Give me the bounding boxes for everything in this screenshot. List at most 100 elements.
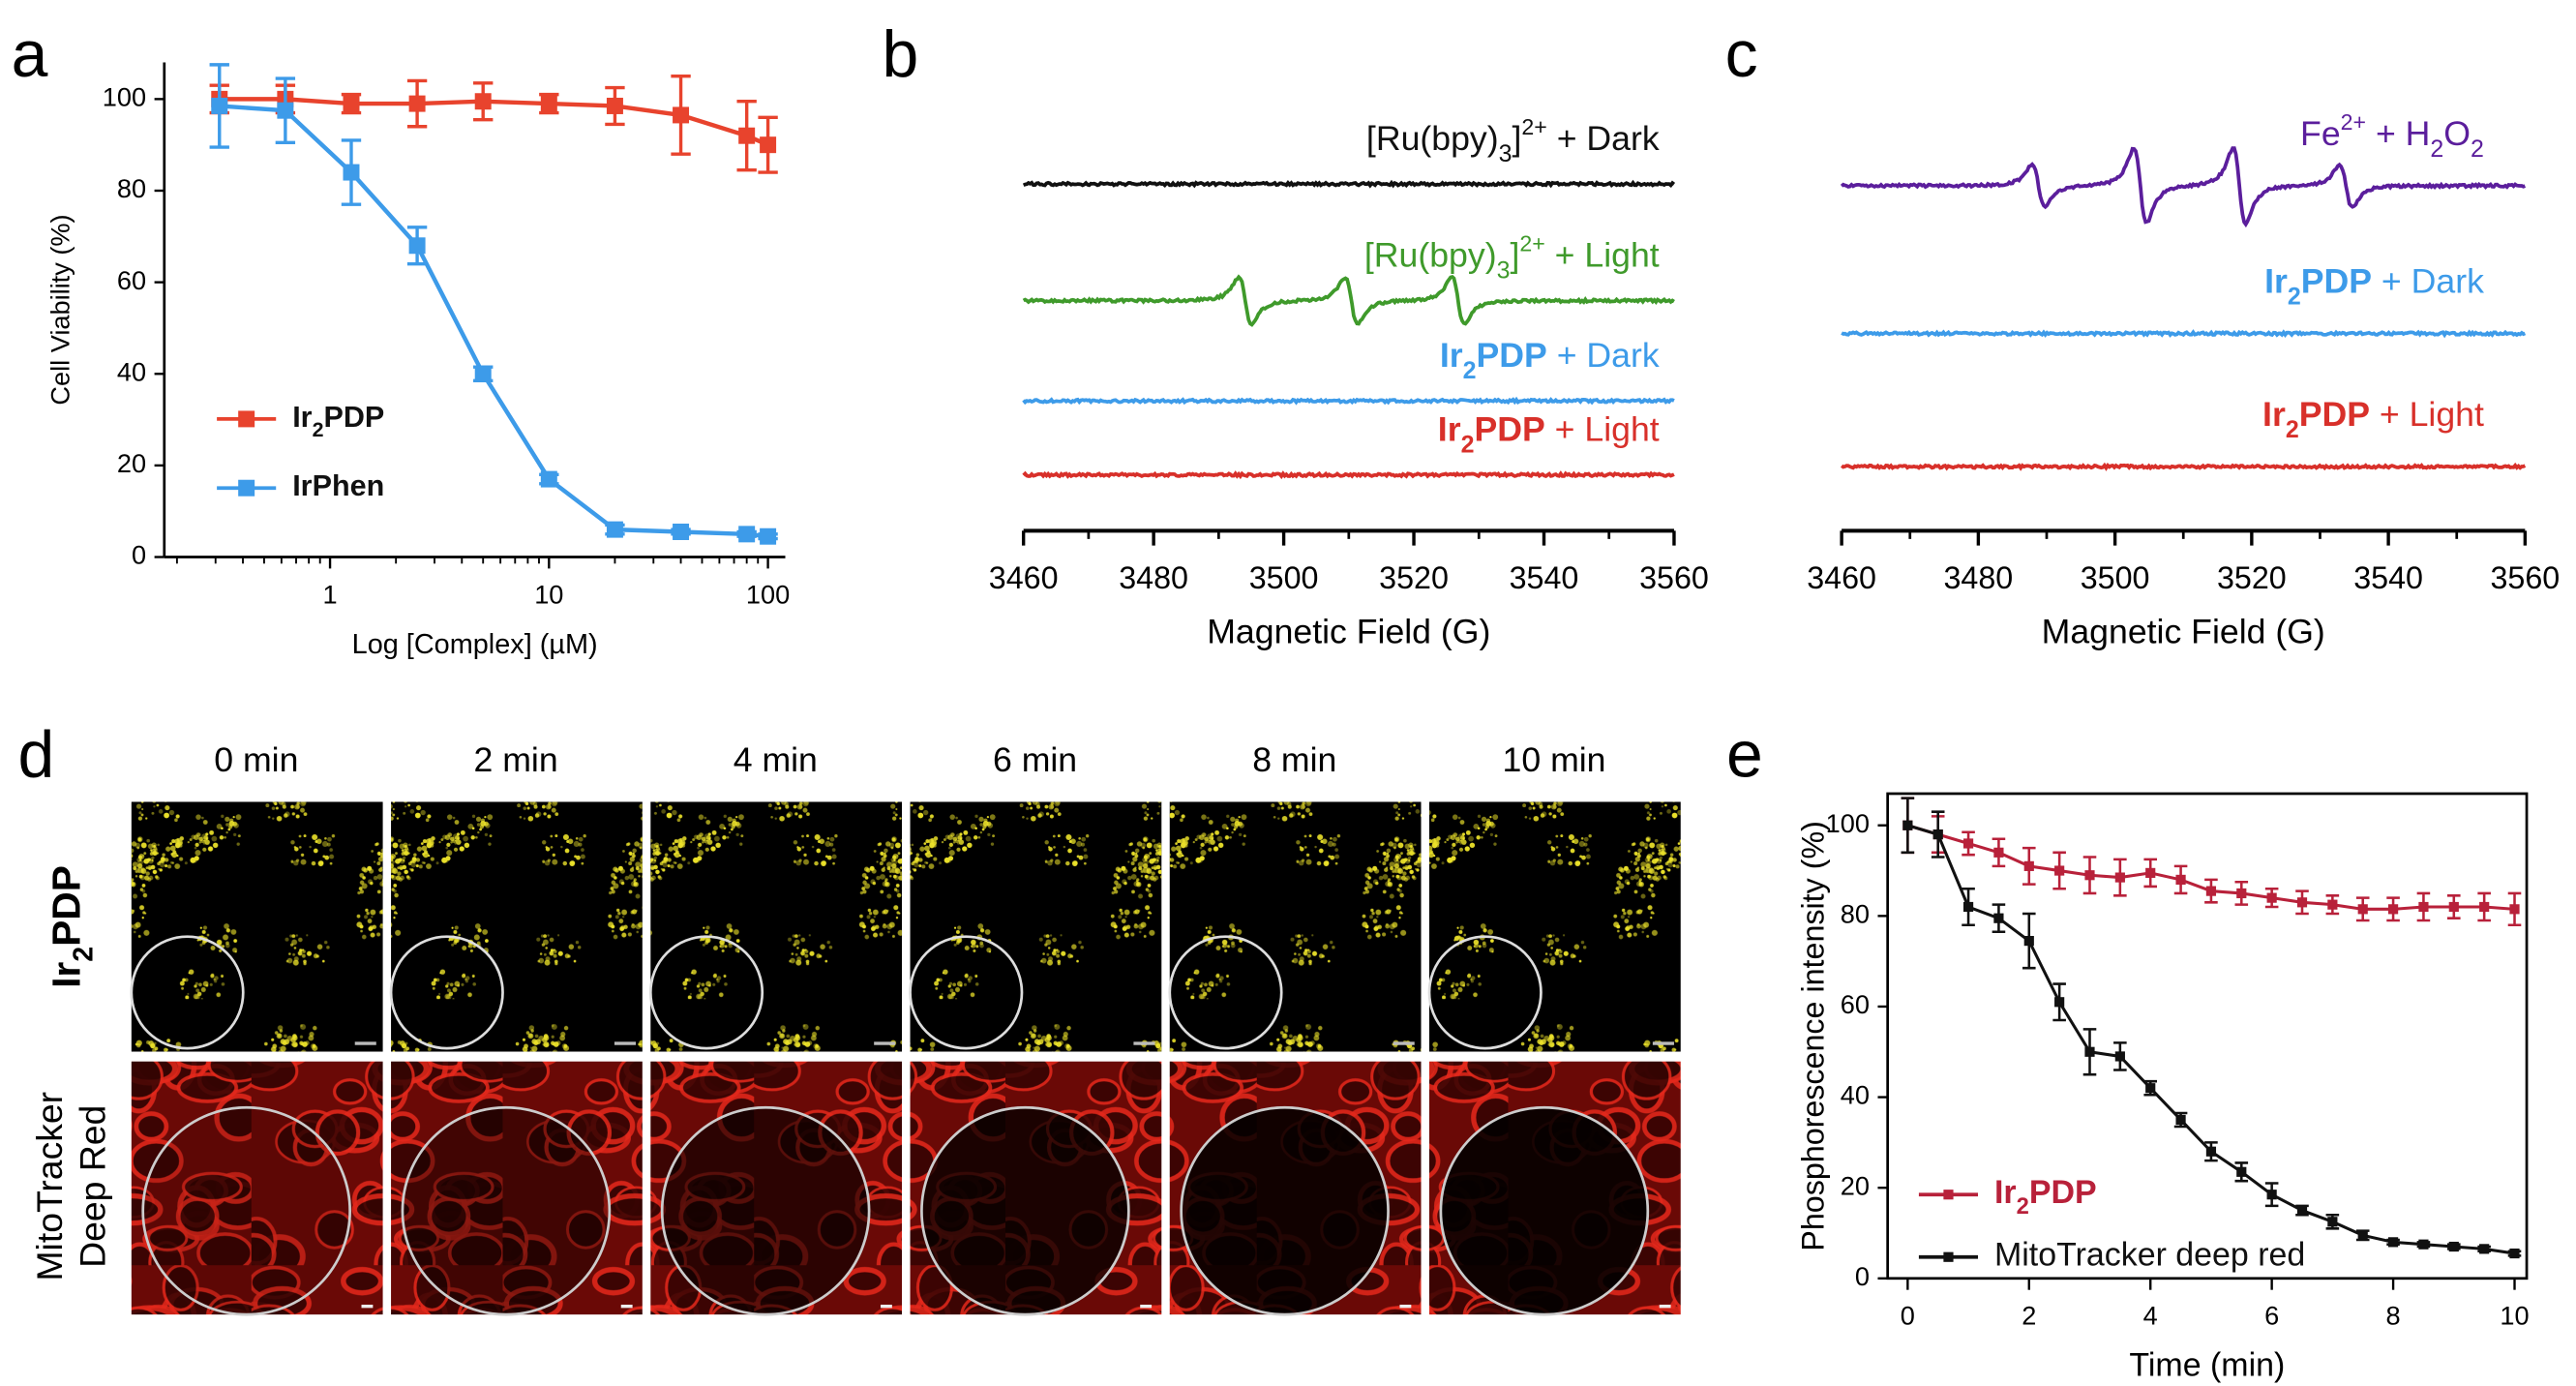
- data-marker: [277, 102, 294, 119]
- text-part: Ir: [292, 401, 312, 434]
- y-tick-label: 80: [1841, 899, 1870, 929]
- data-marker: [2509, 904, 2520, 915]
- text-part: 2: [2017, 1193, 2029, 1220]
- data-marker: [1902, 820, 1913, 830]
- panel-label: a: [12, 18, 48, 91]
- x-tick-label: 3540: [1510, 560, 1579, 595]
- data-marker: [2114, 1051, 2125, 1062]
- data-marker: [2418, 1239, 2429, 1250]
- data-marker: [1932, 829, 1943, 840]
- series-label: [Ru(bpy)3]2+ + Light: [1364, 231, 1660, 284]
- panel-label: b: [882, 18, 918, 91]
- data-marker: [2145, 1083, 2156, 1094]
- x-axis-title: Magnetic Field (G): [1207, 613, 1490, 651]
- x-tick-label: 6: [2264, 1301, 2279, 1331]
- data-marker: [2509, 1248, 2520, 1259]
- roi-circle: [401, 1105, 612, 1316]
- y-tick-label: 20: [117, 448, 146, 478]
- x-tick-label: 1: [323, 579, 338, 609]
- roi-circle: [1427, 935, 1543, 1050]
- x-tick-label: 0: [1901, 1301, 1915, 1331]
- data-marker: [2054, 997, 2065, 1008]
- text-part: ]: [1512, 119, 1521, 158]
- x-tick-label: 3480: [1943, 560, 2013, 595]
- scale-bar: [1659, 1304, 1671, 1309]
- data-marker: [2205, 1146, 2217, 1157]
- scale-bar: [354, 1041, 376, 1045]
- text-part: + Light: [1545, 236, 1660, 275]
- text-part: Ir: [1994, 1174, 2017, 1211]
- scale-bar: [1393, 1041, 1415, 1045]
- series-label: [Ru(bpy)3]2+ + Dark: [1366, 114, 1660, 166]
- text-part: + Dark: [2372, 262, 2484, 301]
- data-marker: [2296, 897, 2308, 908]
- series-line: [219, 97, 769, 147]
- roi-circle: [1439, 1105, 1650, 1316]
- data-marker: [2479, 1244, 2490, 1254]
- time-label: 0 min: [214, 740, 298, 779]
- time-label: 2 min: [474, 740, 558, 779]
- roi-circle: [648, 935, 764, 1050]
- data-marker: [2175, 874, 2186, 886]
- data-marker: [2054, 865, 2065, 876]
- legend-marker: [238, 410, 255, 428]
- time-label: 8 min: [1252, 740, 1336, 779]
- scale-bar: [874, 1041, 896, 1045]
- data-marker: [673, 106, 690, 124]
- x-tick-label: 3480: [1119, 560, 1188, 595]
- data-marker: [606, 97, 623, 114]
- series-label: Ir2PDP + Light: [2262, 396, 2484, 443]
- data-marker: [673, 524, 690, 540]
- text-part: PDP: [44, 865, 88, 947]
- legend-marker: [1943, 1190, 1954, 1200]
- row-label: Ir2PDP: [44, 865, 99, 988]
- scale-bar: [620, 1304, 633, 1309]
- y-axis-title: Cell Viability (%): [45, 214, 75, 405]
- bleach-area: [662, 1107, 870, 1315]
- text-part: 2: [1463, 357, 1477, 384]
- panel-label: d: [17, 718, 54, 791]
- y-tick-label: 60: [117, 265, 146, 295]
- scale-bar: [1652, 1041, 1674, 1045]
- data-marker: [474, 365, 492, 382]
- text-part: ]: [1510, 236, 1519, 275]
- spectrum-trace: [1841, 462, 2527, 471]
- data-marker: [2387, 1237, 2399, 1248]
- data-marker: [2145, 867, 2156, 878]
- legend-label: Ir2PDP: [1994, 1174, 2097, 1220]
- text-part: [Ru(bpy): [1366, 119, 1499, 158]
- data-marker: [2023, 936, 2034, 947]
- data-marker: [738, 526, 756, 543]
- scale-bar: [1399, 1304, 1412, 1309]
- data-marker: [2236, 888, 2247, 899]
- data-marker: [606, 521, 623, 538]
- spectrum-trace: [1840, 146, 2527, 228]
- row-label: Deep Red: [72, 1105, 112, 1268]
- bleach-area: [921, 1107, 1129, 1315]
- scale-bar: [1133, 1041, 1155, 1045]
- roi-circle: [1180, 1105, 1390, 1316]
- panel-label: e: [1726, 718, 1763, 791]
- x-tick-label: 2: [2022, 1301, 2036, 1331]
- data-marker: [2205, 886, 2217, 896]
- text-part: PDP: [2301, 262, 2372, 301]
- text-part: PDP: [1477, 337, 1547, 376]
- roi-circle: [141, 1105, 351, 1316]
- ir-image: [650, 801, 903, 1052]
- data-marker: [408, 237, 426, 255]
- series-label: Ir2PDP + Dark: [2264, 262, 2484, 310]
- y-tick-label: 80: [117, 173, 146, 203]
- legend-marker: [1943, 1251, 1954, 1262]
- data-marker: [2357, 904, 2368, 915]
- y-tick-label: 40: [117, 356, 146, 386]
- series-label: Ir2PDP + Dark: [1440, 337, 1660, 384]
- text-part: IrPhen: [292, 469, 384, 502]
- legend-label: Ir2PDP: [292, 401, 384, 441]
- data-marker: [2327, 1217, 2338, 1227]
- data-marker: [211, 97, 228, 114]
- data-marker: [2266, 892, 2277, 903]
- x-tick-label: 3560: [2490, 560, 2560, 595]
- data-marker: [474, 93, 492, 110]
- roi-circle: [1168, 935, 1283, 1050]
- data-marker: [1962, 901, 1974, 913]
